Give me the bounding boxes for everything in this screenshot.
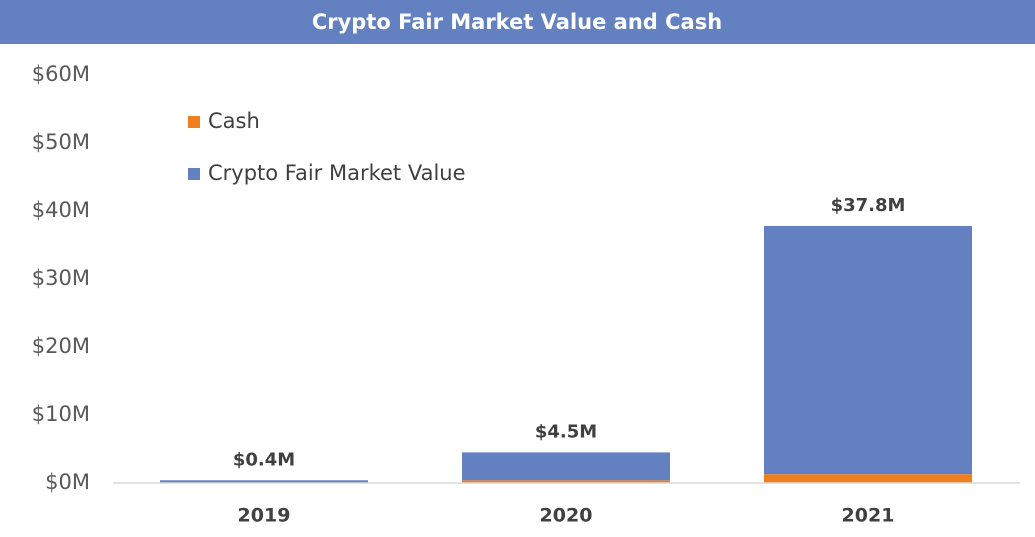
bar-segment [462, 452, 670, 481]
bar-segment [764, 225, 972, 475]
x-tick-label: 2019 [238, 505, 291, 527]
title-bar [0, 0, 1035, 44]
x-tick-label: 2020 [540, 505, 593, 527]
legend-swatch [188, 168, 200, 180]
y-tick-label: $30M [32, 266, 90, 290]
legend-label: Crypto Fair Market Value [208, 161, 466, 185]
bar-segment [462, 480, 670, 483]
y-tick-label: $50M [32, 130, 90, 154]
y-tick-label: $60M [32, 62, 90, 86]
total-label: $37.8M [831, 195, 906, 216]
y-tick-label: $40M [32, 198, 90, 222]
y-tick-label: $10M [32, 402, 90, 426]
y-tick-label: $0M [45, 470, 90, 494]
total-label: $4.5M [535, 421, 597, 442]
bar-segment [160, 480, 368, 483]
chart-title: Crypto Fair Market Value and Cash [312, 10, 722, 34]
x-tick-label: 2021 [842, 505, 895, 527]
bar-segment [764, 474, 972, 483]
total-label: $0.4M [233, 449, 295, 470]
legend-swatch [188, 116, 200, 128]
y-tick-label: $20M [32, 334, 90, 358]
legend-label: Cash [208, 109, 260, 133]
